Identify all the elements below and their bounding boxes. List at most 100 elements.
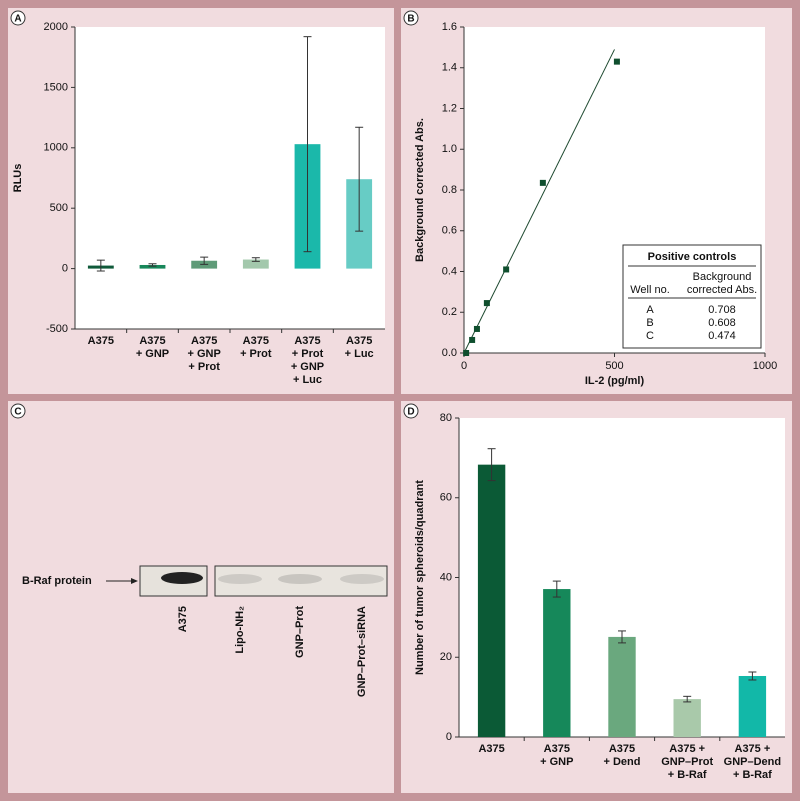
panel-label-circle — [403, 403, 419, 419]
y-tick-label: 60 — [440, 492, 452, 504]
y-tick-label: 2000 — [44, 21, 68, 33]
point — [613, 58, 620, 65]
y-tick-label: 1.4 — [442, 62, 457, 74]
panel-label: D — [407, 407, 414, 418]
y-tick-label: 1.6 — [442, 21, 457, 33]
error-bar — [148, 263, 157, 267]
error-bar — [683, 695, 692, 703]
x-tick-label: + B-Raf — [668, 769, 707, 781]
x-tick-label: GNP–Dend — [724, 756, 781, 768]
y-tick-label: 0.0 — [442, 347, 457, 359]
panel-label: A — [14, 14, 21, 25]
table-header: Well no. — [630, 284, 670, 296]
point — [483, 300, 490, 307]
x-tick-label: + Luc — [293, 374, 322, 386]
error-bar — [618, 630, 626, 644]
lane-label: GNP–Prot–siRNA — [356, 606, 368, 697]
x-tick-label: A375 — [191, 335, 217, 347]
x-tick-label: + GNP — [540, 756, 573, 768]
blot-band — [161, 572, 203, 584]
x-tick-label: + GNP — [136, 348, 169, 360]
table-cell: 0.608 — [708, 317, 736, 329]
table-cell: A — [646, 304, 654, 316]
lane-label: A375 — [177, 606, 189, 632]
error-bar — [748, 671, 757, 681]
panel — [8, 401, 394, 793]
blot-strip — [214, 565, 388, 597]
x-tick-label: + GNP — [291, 361, 324, 373]
panel-label: B — [407, 14, 414, 25]
x-tick-label: A375 + — [669, 743, 705, 755]
point — [503, 266, 510, 273]
x-tick-label: A375 — [294, 335, 320, 347]
x-tick-label: A375 — [544, 743, 570, 755]
x-tick-label: A375 — [139, 335, 165, 347]
panel-label-circle — [10, 10, 26, 26]
x-tick-label: 500 — [605, 360, 623, 372]
x-tick-label: A375 — [88, 335, 114, 347]
bar — [608, 636, 636, 737]
y-tick-label: 1500 — [44, 81, 68, 93]
y-tick-label: 40 — [440, 571, 452, 583]
error-bar — [355, 126, 364, 232]
table-box — [622, 244, 762, 349]
x-tick-label: 0 — [461, 360, 467, 372]
blot-band — [278, 574, 322, 584]
x-tick-label: GNP–Prot — [661, 756, 713, 768]
y-tick-label: 0.8 — [442, 184, 457, 196]
panel-label: C — [14, 407, 21, 418]
blot-band — [218, 574, 262, 584]
error-bar — [303, 36, 312, 253]
blot-band — [340, 574, 384, 584]
bar — [242, 259, 269, 269]
bar — [139, 264, 166, 269]
y-tick-label: 80 — [440, 412, 452, 424]
arrow-head — [131, 578, 138, 584]
x-tick-label: + GNP — [188, 348, 221, 360]
x-axis-label: IL-2 (pg/ml) — [585, 375, 645, 387]
bar — [673, 699, 701, 737]
point — [463, 350, 470, 356]
x-tick-label: A375 — [478, 743, 504, 755]
x-tick-label: + Prot — [240, 348, 272, 360]
table-cell: 0.474 — [708, 330, 736, 342]
point — [473, 325, 480, 332]
table-title: Positive controls — [648, 251, 737, 263]
y-tick-label: 1.0 — [442, 143, 457, 155]
table-header: corrected Abs. — [687, 284, 757, 296]
bar — [543, 589, 571, 737]
x-tick-label: + B-Raf — [733, 769, 772, 781]
point — [469, 336, 476, 343]
x-tick-label: A375 — [346, 335, 372, 347]
lane-label: GNP–Prot — [294, 606, 306, 658]
table-cell: 0.708 — [708, 304, 736, 316]
y-tick-label: 1.2 — [442, 102, 457, 114]
y-tick-label: 0.4 — [442, 265, 457, 277]
y-axis-label: Number of tumor spheroids/quadrant — [414, 480, 426, 675]
x-tick-label: + Luc — [345, 348, 374, 360]
lane-label: Lipo-NH₂ — [234, 606, 246, 654]
y-tick-label: 1000 — [44, 142, 68, 154]
table-cell: C — [646, 330, 654, 342]
plot-area — [75, 27, 385, 329]
error-bar — [96, 259, 105, 272]
y-tick-label: 0.2 — [442, 306, 457, 318]
x-tick-label: + Prot — [188, 361, 220, 373]
x-tick-label: + Dend — [604, 756, 641, 768]
y-tick-label: 0 — [446, 731, 452, 743]
panel-label-circle — [403, 10, 419, 26]
x-tick-label: A375 — [243, 335, 269, 347]
x-tick-label: 1000 — [753, 360, 777, 372]
table-header: Background — [693, 271, 752, 283]
error-bar — [251, 257, 260, 262]
panel-label-circle — [10, 403, 26, 419]
table-cell: B — [646, 317, 653, 329]
bar — [738, 675, 767, 737]
x-tick-label: + Prot — [292, 348, 324, 360]
y-axis-label: Background corrected Abs. — [414, 118, 426, 262]
error-bar — [487, 448, 496, 482]
x-tick-label: A375 — [609, 743, 635, 755]
y-tick-label: 500 — [50, 202, 68, 214]
bar — [477, 464, 506, 737]
band-label: B-Raf protein — [22, 575, 92, 587]
